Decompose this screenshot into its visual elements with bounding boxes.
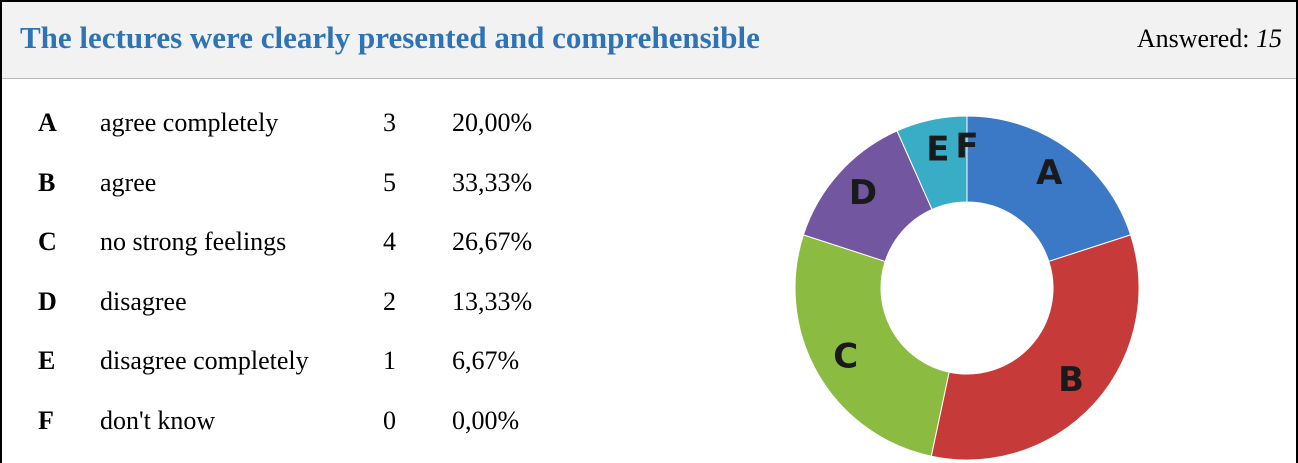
slice-label: B (1058, 360, 1084, 400)
donut-slice (930, 234, 1140, 461)
letter: B (38, 167, 56, 197)
slice-label: C (833, 337, 858, 377)
count: 3 (383, 108, 396, 137)
slice-label: A (1036, 153, 1063, 193)
question-title: The lectures were clearly presented and … (20, 20, 760, 55)
option-label: don't know (100, 405, 216, 435)
option-label: agree (100, 167, 157, 197)
percent: 20,00% (452, 108, 533, 137)
count: 5 (383, 167, 396, 197)
answered-label: Answered: (1136, 24, 1250, 53)
percent: 26,67% (452, 227, 533, 256)
option-label: disagree completely (100, 346, 309, 375)
option-label: no strong feelings (100, 227, 287, 256)
percent: 0,00% (452, 405, 520, 435)
donut-slice (896, 115, 968, 211)
slice-label: F (955, 127, 978, 167)
count: 2 (383, 286, 396, 316)
count: 1 (383, 346, 396, 375)
answered-value: 15 (1256, 24, 1282, 53)
letter: A (38, 108, 57, 137)
answered: Answered: 15 (1137, 24, 1282, 54)
letter: D (38, 286, 57, 316)
option-label: disagree (100, 286, 187, 316)
header: The lectures were clearly presented and … (2, 2, 1296, 79)
count: 0 (383, 405, 396, 435)
count: 4 (383, 227, 396, 256)
slice-label: E (926, 130, 949, 170)
letter: F (38, 405, 54, 435)
percent: 6,67% (452, 346, 520, 375)
donut-slice (794, 234, 950, 457)
option-label: agree completely (100, 108, 279, 137)
percent: 13,33% (452, 286, 533, 316)
slice-label: D (849, 173, 877, 213)
letter: E (38, 346, 56, 375)
donut-slice (966, 115, 1132, 263)
letter: C (38, 227, 57, 256)
percent: 33,33% (452, 167, 533, 197)
